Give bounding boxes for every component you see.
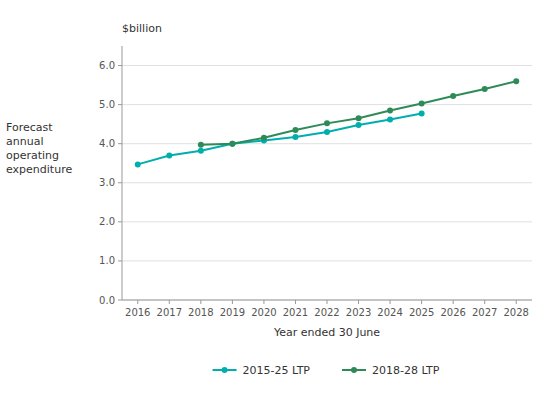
y-tick-label: 4.0	[99, 138, 115, 149]
legend-label: 2018-28 LTP	[372, 364, 440, 377]
x-tick-label: 2021	[283, 307, 308, 318]
series-point	[229, 141, 235, 147]
series-point	[324, 129, 330, 135]
x-tick-label: 2028	[504, 307, 529, 318]
x-tick	[453, 300, 454, 304]
x-tick-label: 2026	[440, 307, 465, 318]
x-tick-label: 2017	[157, 307, 182, 318]
series-point	[482, 86, 488, 92]
x-tick-label: 2020	[251, 307, 276, 318]
x-tick-label: 2022	[314, 307, 339, 318]
y-tick	[118, 104, 122, 105]
grid-line	[122, 182, 532, 183]
y-tick	[118, 65, 122, 66]
x-tick	[358, 300, 359, 304]
legend: 2015-25 LTP 2018-28 LTP	[213, 364, 440, 377]
x-tick-label: 2025	[409, 307, 434, 318]
chart: 0.0 1.0 2.0 3.0 4.0 5.0 6.0 2016 2017 2018 2019 202…	[0, 0, 549, 405]
grid-line	[122, 65, 532, 66]
series-point	[356, 122, 362, 128]
plot-area	[135, 78, 519, 167]
y-axis-label-line: annual	[6, 135, 43, 148]
annotation: $billion	[122, 22, 162, 35]
series-point	[198, 142, 204, 148]
series-point	[292, 127, 298, 133]
x-axis-label: Year ended 30 June	[273, 326, 380, 339]
x-tick	[390, 300, 391, 304]
y-tick	[118, 260, 122, 261]
x-tick-label: 2027	[472, 307, 497, 318]
x-tick	[295, 300, 296, 304]
series-point	[324, 120, 330, 126]
x-tick	[169, 300, 170, 304]
y-tick-label: 5.0	[99, 99, 115, 110]
series-point	[513, 78, 519, 84]
legend-marker	[351, 367, 357, 373]
grid-line	[122, 143, 532, 144]
y-grid	[122, 66, 532, 300]
series-point	[387, 107, 393, 113]
x-tick	[327, 300, 328, 304]
y-axis-line	[122, 46, 123, 300]
x-tick-label: 2019	[220, 307, 245, 318]
y-tick-label: 2.0	[99, 216, 115, 227]
series-point	[292, 134, 298, 140]
y-axis-label: Forecastannualoperatingexpenditure	[6, 121, 72, 176]
x-tick	[484, 300, 485, 304]
y-axis-label-line: operating	[6, 149, 59, 162]
grid-line	[122, 300, 532, 301]
legend-item: 2015-25 LTP	[213, 364, 311, 377]
y-tick	[118, 300, 122, 301]
series-point	[135, 161, 141, 167]
y-axis-label-line: expenditure	[6, 163, 72, 176]
x-tick	[200, 300, 201, 304]
grid-line	[122, 221, 532, 222]
grid-line	[122, 260, 532, 261]
legend-label: 2015-25 LTP	[243, 364, 311, 377]
x-tick	[137, 300, 138, 304]
x-tick-label: 2016	[125, 307, 150, 318]
x-tick-label: 2023	[346, 307, 371, 318]
series-point	[450, 93, 456, 99]
y-tick-label: 0.0	[99, 295, 115, 306]
y-tick-label: 3.0	[99, 177, 115, 188]
series-point	[229, 141, 235, 147]
grid-line	[122, 104, 532, 105]
series-point	[261, 135, 267, 141]
series-point	[166, 152, 172, 158]
y-tick-label: 6.0	[99, 60, 115, 71]
series-point	[419, 100, 425, 106]
x-tick	[263, 300, 264, 304]
x-tick	[421, 300, 422, 304]
x-tick-label: 2018	[188, 307, 213, 318]
y-tick	[118, 182, 122, 183]
series-point	[419, 111, 425, 117]
y-tick-label: 1.0	[99, 255, 115, 266]
y-tick	[118, 143, 122, 144]
legend-marker	[222, 367, 228, 373]
legend-item: 2018-28 LTP	[342, 364, 440, 377]
x-tick	[516, 300, 517, 304]
series-line	[138, 114, 422, 165]
series-point	[387, 116, 393, 122]
x-axis-line	[122, 300, 532, 301]
x-tick-label: 2024	[377, 307, 402, 318]
series-point	[198, 148, 204, 154]
series-line	[201, 81, 516, 145]
series-point	[356, 115, 362, 121]
y-tick	[118, 221, 122, 222]
x-tick	[232, 300, 233, 304]
y-axis-label-line: Forecast	[6, 121, 53, 134]
